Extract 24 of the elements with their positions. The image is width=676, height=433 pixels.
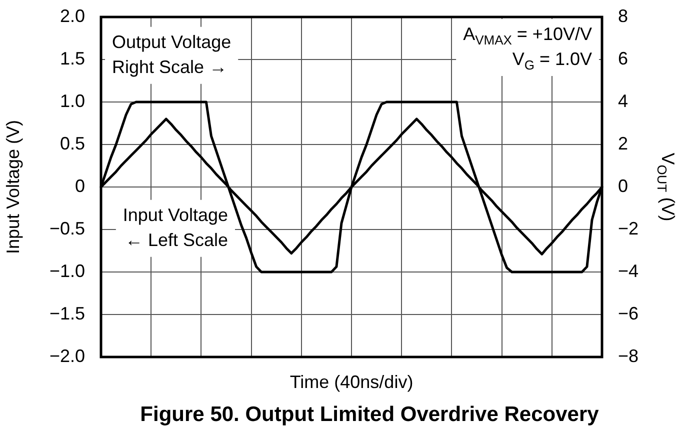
text: Figure 50. Output Limited Overdrive Recovery xyxy=(140,402,600,426)
y-tick-label: 0 xyxy=(74,176,85,196)
annotation: Output Voltage Right Scale → xyxy=(112,32,232,77)
annotation: Input Voltage ← Left Scale xyxy=(122,204,228,250)
y2-tick-label: 2 xyxy=(618,133,628,154)
y-tick-label: −1.0 xyxy=(49,260,85,281)
y2-tick-label: 8 xyxy=(618,6,628,26)
y2-tick-label: 6 xyxy=(618,48,628,68)
y2-tick-label: 0 xyxy=(618,176,628,196)
y-tick-label: 2.0 xyxy=(60,6,85,26)
y-tick-label: 1.0 xyxy=(60,90,85,111)
y2-tick-label: −2 xyxy=(618,218,639,238)
y-tick-label: −1.5 xyxy=(49,303,85,324)
y-tick-label: −2.0 xyxy=(49,346,85,366)
y-tick-label: 0.5 xyxy=(60,133,85,154)
y2-tick-label: −6 xyxy=(618,303,639,324)
y2-axis-title: VOUT (V) xyxy=(654,152,676,222)
x-axis-title: Time (40ns/div) xyxy=(290,372,414,392)
y-tick-label: 1.5 xyxy=(60,48,85,68)
y2-tick-label: 4 xyxy=(618,90,628,111)
y-tick-label: −0.5 xyxy=(49,218,85,238)
y-axis-title: Input Voltage (V) xyxy=(2,120,23,254)
y2-tick-label: −8 xyxy=(618,346,639,366)
y2-tick-label: −4 xyxy=(618,260,639,281)
